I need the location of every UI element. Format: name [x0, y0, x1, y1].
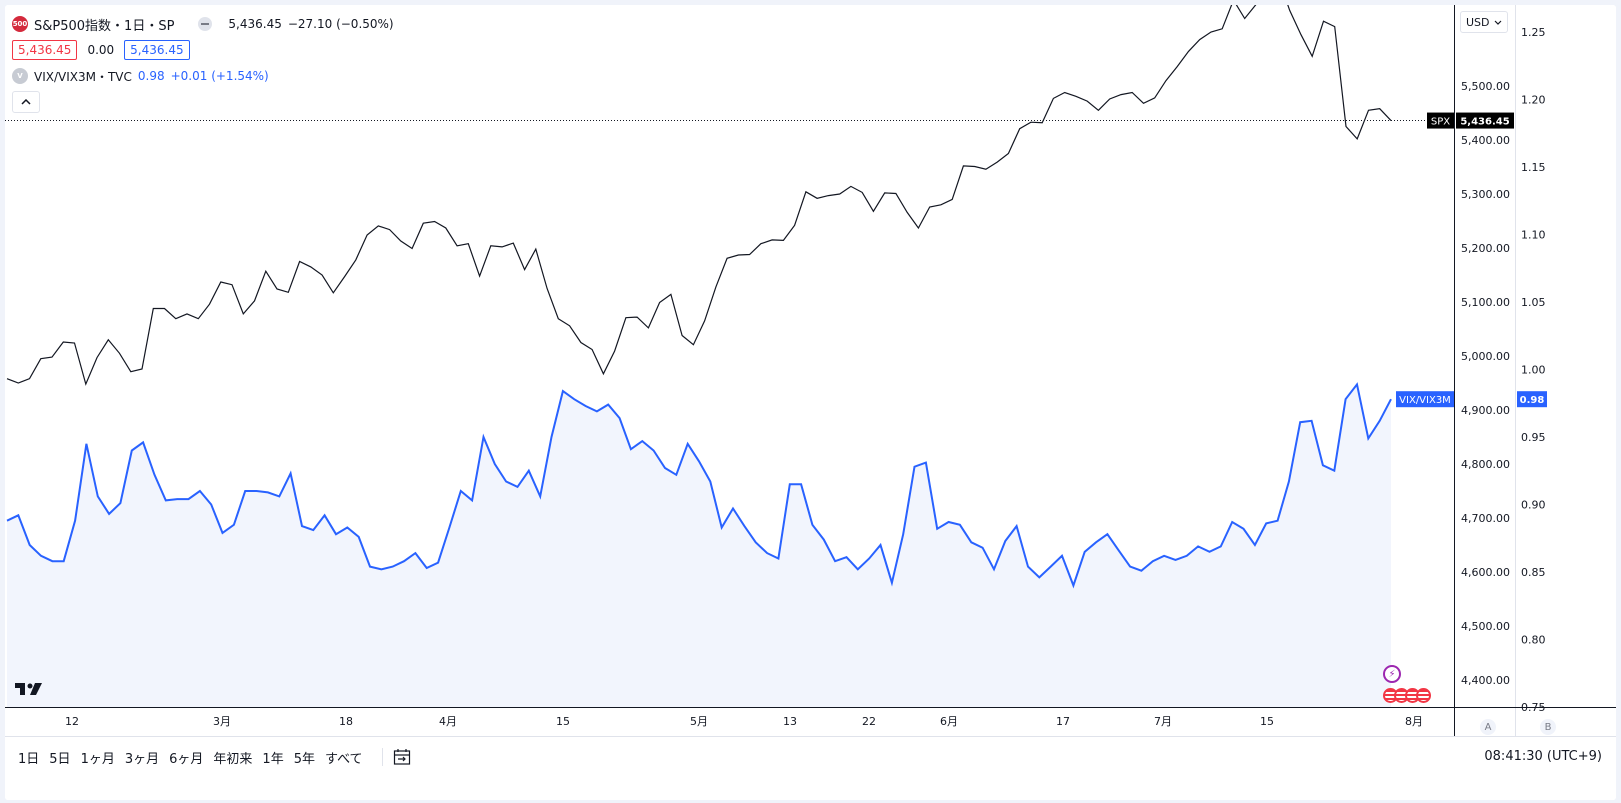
- compare-symbol-name[interactable]: VIX/VIX3M・TVC: [34, 69, 132, 84]
- currency-select[interactable]: USD: [1460, 11, 1508, 33]
- vix-vix3m-line[interactable]: [6, 382, 1392, 589]
- left-price-axis[interactable]: 5,500.00 5,400.00 5,300.00 5,200.00 5,100.00…: [1461, 80, 1510, 687]
- range-button[interactable]: 6ヶ月: [169, 751, 204, 767]
- plot-area[interactable]: [5, 5, 1616, 737]
- range-button[interactable]: 1日: [18, 751, 40, 767]
- time-axis-tick-label: 7月: [1154, 715, 1172, 728]
- spx-name-label: SPX: [1431, 117, 1450, 128]
- right-axis-tick-label: 0.75: [1521, 701, 1546, 714]
- range-button[interactable]: 5年: [293, 751, 315, 767]
- currency-value: USD: [1466, 15, 1490, 29]
- right-axis-tick-label: 1.00: [1521, 364, 1546, 377]
- vix-name-label: VIX/VIX3M: [1399, 395, 1451, 406]
- us-flag-icon[interactable]: [1416, 688, 1431, 703]
- spx-name-label-bg: [1427, 112, 1454, 129]
- right-price-axis[interactable]: 1.25 1.20 1.15 1.10 1.05 1.00 0.95 0.90 0.85 0.80…: [1521, 26, 1546, 714]
- range-button[interactable]: 3ヶ月: [124, 751, 160, 767]
- main-symbol-change: −27.10 (−0.50%): [287, 17, 394, 31]
- collapse-legend-button[interactable]: [12, 91, 40, 113]
- time-axis-tick-label: 8月: [1405, 715, 1423, 728]
- auto-scale-button[interactable]: A: [1480, 719, 1496, 735]
- left-axis-tick-label: 5,500.00: [1461, 80, 1510, 93]
- bid-ask-row: 5,436.45 0.00 5,436.45: [12, 37, 394, 63]
- ask-price[interactable]: 5,436.45: [124, 40, 190, 60]
- range-button[interactable]: 1ヶ月: [80, 751, 115, 767]
- vix-name-label-bg: [1396, 391, 1454, 408]
- price-labels: SPX 5,436.45 VIX/VIX3M 0.98: [1396, 112, 1547, 408]
- vix-logo-icon: V: [12, 68, 28, 84]
- compare-symbol-value: 0.98: [137, 69, 165, 83]
- range-button[interactable]: すべて: [324, 751, 363, 767]
- spread-value: 0.00: [87, 43, 115, 57]
- spx-line[interactable]: [6, 5, 1392, 386]
- range-buttons: 1日 5日 1ヶ月 3ヶ月 6ヶ月 年初来 1年 5年 すべて: [13, 748, 368, 767]
- time-axis-tick-label: 22: [862, 715, 876, 728]
- sp500-logo-icon: 500: [12, 16, 28, 32]
- bottom-toolbar: 1日 5日 1ヶ月 3ヶ月 6ヶ月 年初来 1年 5年 すべて 08:41:30 (UTC+9): [5, 737, 1616, 777]
- bid-price[interactable]: 5,436.45: [12, 40, 78, 60]
- chart-canvas[interactable]: 5,500.00 5,400.00 5,300.00 5,200.00 5,100.00…: [5, 5, 1616, 800]
- compare-symbol-row[interactable]: V VIX/VIX3M・TVC 0.98 +0.01 (+1.54%): [12, 63, 394, 89]
- right-axis-tick-label: 1.15: [1521, 161, 1546, 174]
- economic-events[interactable]: [1383, 688, 1431, 703]
- left-axis-tick-label: 5,400.00: [1461, 134, 1510, 147]
- time-axis[interactable]: 12 3月 18 4月 15 5月 13 22 6月 17 7月 15 8月: [65, 715, 1423, 728]
- right-axis-tick-label: 1.25: [1521, 26, 1546, 39]
- right-axis-tick-label: 0.90: [1521, 499, 1546, 512]
- main-symbol-row[interactable]: 500 S&P500指数・1日・SP 5,436.45 −27.10 (−0.5…: [12, 11, 394, 37]
- left-axis-tick-label: 4,500.00: [1461, 620, 1510, 633]
- time-axis-tick-label: 13: [783, 715, 797, 728]
- left-axis-tick-label: 4,700.00: [1461, 512, 1510, 525]
- chart-legend: 500 S&P500指数・1日・SP 5,436.45 −27.10 (−0.5…: [12, 11, 394, 113]
- main-symbol-last: 5,436.45: [228, 17, 282, 31]
- clock-readout[interactable]: 08:41:30 (UTC+9): [1484, 749, 1602, 764]
- lightning-icon[interactable]: ⚡: [1383, 665, 1401, 683]
- range-button[interactable]: 1年: [262, 751, 284, 767]
- left-axis-tick-label: 4,600.00: [1461, 566, 1510, 579]
- spx-value-label-bg: [1456, 112, 1514, 129]
- time-axis-tick-label: 4月: [439, 715, 457, 728]
- chart-frame: 5,500.00 5,400.00 5,300.00 5,200.00 5,100.00…: [5, 5, 1616, 800]
- vix-value-label-bg: [1517, 391, 1547, 408]
- left-axis-tick-label: 4,900.00: [1461, 404, 1510, 417]
- left-axis-tick-label: 5,000.00: [1461, 350, 1510, 363]
- vix-value-label: 0.98: [1520, 395, 1545, 406]
- compare-symbol-change: +0.01 (+1.54%): [170, 69, 269, 83]
- time-axis-tick-label: 15: [556, 715, 570, 728]
- time-axis-tick-label: 12: [65, 715, 79, 728]
- left-axis-tick-label: 5,100.00: [1461, 296, 1510, 309]
- time-axis-tick-label: 17: [1056, 715, 1070, 728]
- calendar-range-icon[interactable]: [381, 748, 411, 766]
- right-axis-tick-label: 1.10: [1521, 229, 1546, 242]
- vix-area-fill: [7, 384, 1391, 707]
- left-axis-tick-label: 4,400.00: [1461, 674, 1510, 687]
- left-axis-tick-label: 5,200.00: [1461, 242, 1510, 255]
- right-axis-tick-label: 0.85: [1521, 566, 1546, 579]
- chevron-down-icon: [1494, 20, 1502, 25]
- left-axis-tick-label: 4,800.00: [1461, 458, 1510, 471]
- time-axis-tick-label: 3月: [213, 715, 231, 728]
- main-symbol-title[interactable]: S&P500指数・1日・SP: [34, 18, 175, 34]
- time-axis-tick-label: 5月: [690, 715, 708, 728]
- tradingview-logo-icon[interactable]: [15, 681, 45, 701]
- hide-series-icon[interactable]: [198, 17, 213, 31]
- range-button[interactable]: 5日: [49, 751, 71, 767]
- time-axis-tick-label: 15: [1260, 715, 1274, 728]
- spx-value-label: 5,436.45: [1460, 117, 1509, 128]
- right-axis-button[interactable]: B: [1540, 719, 1556, 735]
- right-axis-tick-label: 0.95: [1521, 431, 1546, 444]
- right-axis-tick-label: 1.20: [1521, 94, 1546, 107]
- chevron-up-icon: [21, 99, 31, 105]
- range-button[interactable]: 年初来: [213, 751, 253, 767]
- right-axis-tick-label: 1.05: [1521, 296, 1546, 309]
- time-axis-tick-label: 6月: [940, 715, 958, 728]
- right-axis-tick-label: 0.80: [1521, 634, 1546, 647]
- left-axis-tick-label: 5,300.00: [1461, 188, 1510, 201]
- time-axis-tick-label: 18: [339, 715, 353, 728]
